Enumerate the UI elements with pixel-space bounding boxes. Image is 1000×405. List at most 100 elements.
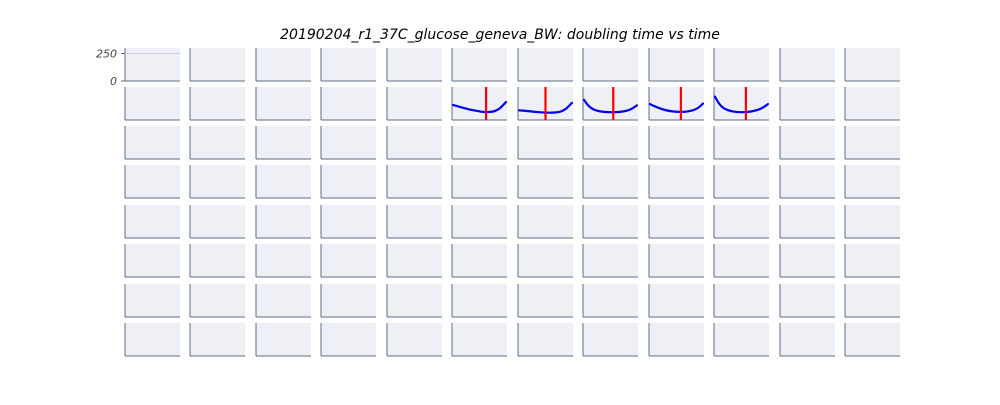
- panel-background: [452, 205, 507, 238]
- subplot-panel: [648, 323, 704, 357]
- panel-background: [649, 284, 704, 317]
- subplot-panel: [189, 165, 245, 199]
- subplot-panel: [124, 126, 180, 160]
- subplot-panel: [124, 323, 180, 357]
- subplot-panel: [582, 48, 638, 82]
- doubling-time-curve: [582, 98, 639, 114]
- panel-background: [649, 126, 704, 159]
- subplot-panel: [517, 205, 573, 239]
- subplot-panel: [517, 284, 573, 318]
- panel-background: [452, 244, 507, 277]
- panel-background: [780, 244, 835, 277]
- panel-background: [125, 244, 180, 277]
- subplot-panel: [320, 284, 376, 318]
- subplot-panel: [386, 284, 442, 318]
- subplot-panel: [779, 244, 835, 278]
- panel-background: [518, 244, 573, 277]
- subplot-panel: [386, 244, 442, 278]
- panel-background: [452, 48, 507, 81]
- panel-background: [518, 165, 573, 198]
- panel-background: [649, 323, 704, 356]
- subplot-panel: [255, 126, 311, 160]
- panel-background: [845, 205, 900, 238]
- panel-background: [190, 323, 245, 356]
- panel-background: [321, 126, 376, 159]
- panel-background: [714, 244, 769, 277]
- panel-background: [845, 48, 900, 81]
- panel-background: [714, 284, 769, 317]
- panel-background: [321, 87, 376, 120]
- panel-background: [387, 323, 442, 356]
- doubling-time-curve: [517, 101, 574, 114]
- subplot-panel: [255, 165, 311, 199]
- subplot-panel: [713, 323, 769, 357]
- subplot-panel: [124, 165, 180, 199]
- panel-background: [845, 87, 900, 120]
- panel-background: [321, 284, 376, 317]
- subplot-panel: [451, 48, 507, 82]
- panel-background: [190, 126, 245, 159]
- subplot-panel: [517, 244, 573, 278]
- panel-background: [387, 284, 442, 317]
- panel-background: [452, 126, 507, 159]
- subplot-panel: [779, 165, 835, 199]
- subplot-panel: [844, 323, 900, 357]
- panel-background: [256, 323, 311, 356]
- doubling-time-curve: [713, 95, 770, 114]
- subplot-panel: [386, 323, 442, 357]
- panel-background: [714, 87, 769, 120]
- subplot-panel: [124, 87, 180, 121]
- panel-background: [321, 48, 376, 81]
- panel-background: [583, 126, 638, 159]
- panel-background: [452, 165, 507, 198]
- subplot-panel: [648, 48, 704, 82]
- panel-background: [387, 165, 442, 198]
- subplot-panel: [779, 205, 835, 239]
- subplot-panel: [189, 205, 245, 239]
- panel-background: [780, 205, 835, 238]
- panel-background: [518, 126, 573, 159]
- panel-grid: 0 250: [96, 48, 900, 357]
- panel-background: [256, 205, 311, 238]
- panel-background: [845, 244, 900, 277]
- subplot-panel: [582, 87, 638, 121]
- subplot-panel: [451, 126, 507, 160]
- subplot-panel: [648, 205, 704, 239]
- panel-background: [321, 205, 376, 238]
- subplot-panel: [124, 284, 180, 318]
- subplot-panel: [451, 323, 507, 357]
- subplot-panel: [517, 48, 573, 82]
- subplot-panel: [386, 205, 442, 239]
- subplot-panel: [320, 244, 376, 278]
- subplot-panel: [713, 205, 769, 239]
- panel-background: [125, 87, 180, 120]
- panel-background: [387, 244, 442, 277]
- subplot-panel: [844, 284, 900, 318]
- subplot-panel: [386, 48, 442, 82]
- panel-background: [518, 284, 573, 317]
- doubling-time-curve: [451, 100, 508, 114]
- subplot-panel: [779, 48, 835, 82]
- subplot-panel: [779, 323, 835, 357]
- panel-background: [845, 165, 900, 198]
- subplot-panel: [386, 165, 442, 199]
- subplot-panel: [189, 284, 245, 318]
- subplot-panel: [713, 48, 769, 82]
- panel-background: [125, 165, 180, 198]
- panel-background: [321, 244, 376, 277]
- panel-background: [387, 205, 442, 238]
- panel-background: [125, 126, 180, 159]
- panel-background: [125, 323, 180, 356]
- panel-background: [583, 244, 638, 277]
- panel-background: [190, 165, 245, 198]
- subplot-panel: [189, 87, 245, 121]
- panel-background: [845, 284, 900, 317]
- panel-background: [190, 205, 245, 238]
- panel-background: [452, 284, 507, 317]
- subplot-panel: [648, 244, 704, 278]
- panel-background: [780, 48, 835, 81]
- panel-background: [583, 48, 638, 81]
- panel-background: [125, 48, 180, 81]
- subplot-panel: [255, 284, 311, 318]
